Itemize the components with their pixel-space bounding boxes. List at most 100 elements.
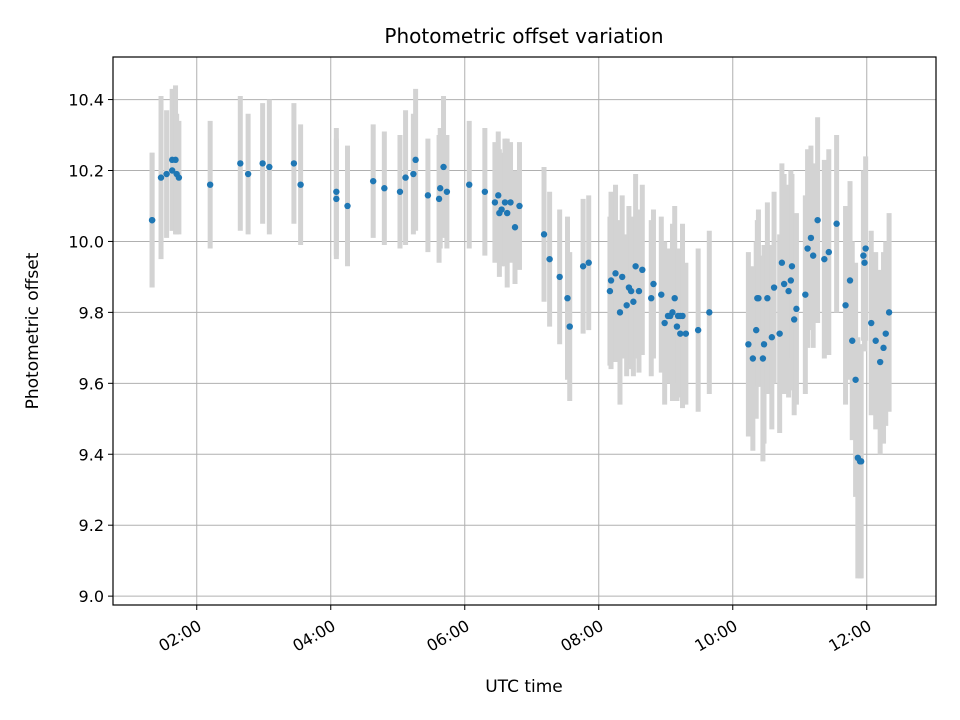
data-point <box>661 319 668 327</box>
data-point <box>787 277 795 284</box>
data-point <box>157 174 165 181</box>
data-point <box>627 287 635 295</box>
data-point <box>861 259 868 266</box>
data-point <box>556 273 563 281</box>
data-point <box>788 263 796 270</box>
data-point <box>540 231 548 238</box>
chart-title: Photometric offset variation <box>384 24 663 48</box>
y-axis: 9.0 9.2 9.4 9.6 9.8 10.0 10.2 10.4 <box>68 91 113 606</box>
data-point <box>885 309 893 316</box>
data-point <box>671 294 678 302</box>
data-point <box>849 337 856 344</box>
data-point <box>623 302 630 309</box>
data-point <box>860 252 867 259</box>
data-point <box>759 355 767 362</box>
data-point <box>833 220 840 227</box>
data-point <box>369 177 377 185</box>
data-point <box>790 316 798 323</box>
data-point <box>616 309 624 316</box>
data-point <box>632 263 639 270</box>
data-point <box>495 192 502 199</box>
data-point <box>778 259 786 266</box>
data-point <box>443 188 451 195</box>
data-point <box>344 202 351 210</box>
data-point <box>857 458 865 465</box>
data-point <box>501 199 509 206</box>
data-point <box>507 199 514 206</box>
data-point <box>333 188 340 195</box>
data-point <box>780 280 788 288</box>
data-point <box>770 284 778 291</box>
data-point <box>412 156 419 164</box>
data-point <box>410 170 417 178</box>
data-point <box>650 280 657 288</box>
data-point <box>825 248 832 256</box>
data-point <box>760 341 768 348</box>
data-point <box>503 209 511 217</box>
data-point <box>297 181 304 188</box>
data-point <box>768 334 776 341</box>
data-point <box>639 266 646 274</box>
plot-frame <box>112 56 937 606</box>
data-point <box>175 174 183 181</box>
data-point <box>566 323 573 330</box>
data-point <box>673 323 681 330</box>
data-point <box>842 302 849 309</box>
data-point <box>585 259 592 266</box>
data-point <box>868 319 875 327</box>
data-point <box>764 294 771 302</box>
data-point <box>511 224 519 231</box>
y-tick-label: 10.4 <box>68 91 104 110</box>
data-point <box>402 174 409 181</box>
data-point <box>753 326 760 334</box>
y-tick-label: 9.8 <box>79 303 104 322</box>
y-tick-label: 10.2 <box>68 162 104 181</box>
data-point <box>435 195 443 203</box>
data-point <box>612 270 619 277</box>
data-point <box>745 341 752 348</box>
data-point <box>785 287 792 295</box>
data-point <box>498 206 505 213</box>
data-point <box>290 160 298 167</box>
data-point <box>564 294 571 302</box>
data-point <box>804 245 811 252</box>
data-points <box>148 156 893 465</box>
x-axis-label: UTC time <box>485 677 563 697</box>
data-point <box>862 245 869 252</box>
data-point <box>396 188 404 195</box>
data-point <box>679 312 686 320</box>
data-point <box>658 291 665 298</box>
data-point <box>436 185 444 192</box>
data-point <box>237 160 244 167</box>
data-point <box>491 199 499 206</box>
data-point <box>333 195 340 203</box>
data-point <box>872 337 879 344</box>
data-point <box>381 185 388 192</box>
y-axis-label: Photometric offset <box>23 252 43 409</box>
data-point <box>606 287 614 295</box>
data-point <box>172 156 179 164</box>
data-point <box>846 277 854 284</box>
data-point <box>807 234 815 242</box>
y-tick-label: 9.4 <box>79 445 104 464</box>
data-point <box>424 192 432 199</box>
data-point <box>880 344 887 352</box>
y-tick-label: 9.0 <box>79 587 104 606</box>
data-point <box>163 170 170 178</box>
data-point <box>821 255 828 263</box>
data-point <box>466 181 473 188</box>
data-point <box>259 160 266 167</box>
data-point <box>793 305 800 313</box>
y-tick-label: 9.6 <box>79 374 104 393</box>
data-point <box>852 376 859 383</box>
data-point <box>669 309 676 316</box>
data-point <box>648 294 655 302</box>
data-point <box>814 216 821 224</box>
data-point <box>749 355 757 362</box>
data-point <box>579 263 587 270</box>
data-point <box>516 202 523 210</box>
data-point <box>682 330 690 337</box>
